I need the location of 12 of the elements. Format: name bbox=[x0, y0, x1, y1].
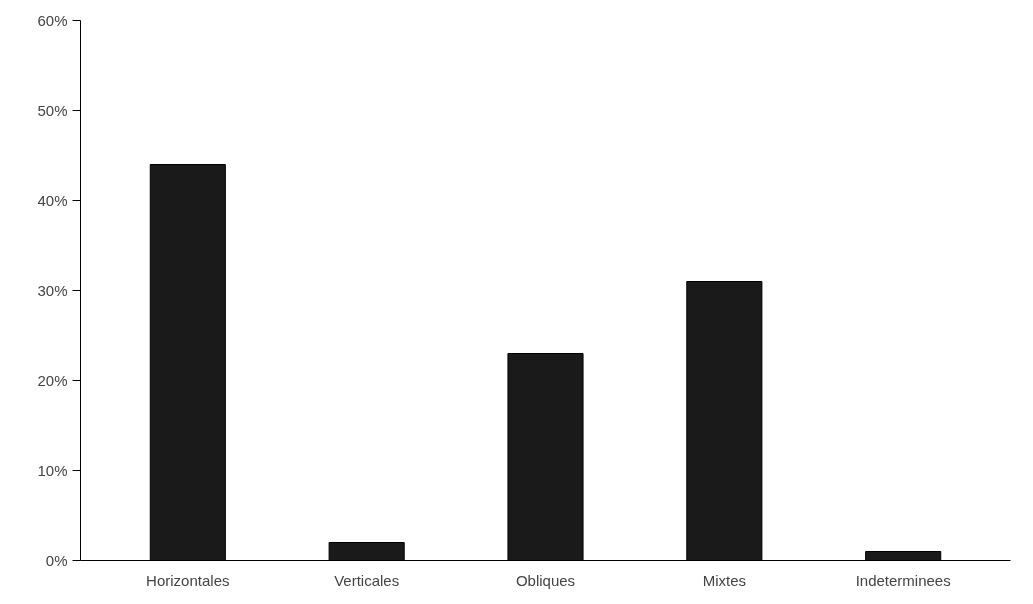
x-tick-label: Indeterminees bbox=[855, 571, 951, 589]
y-tick-label: 40% bbox=[37, 192, 68, 209]
x-tick-label: Verticales bbox=[334, 571, 400, 589]
x-tick-label: Horizontales bbox=[146, 571, 230, 589]
x-tick-label: Mixtes bbox=[702, 571, 747, 589]
y-tick-label: 50% bbox=[37, 102, 68, 119]
y-tick-label: 60% bbox=[37, 12, 68, 29]
x-tick-label: Obliques bbox=[515, 571, 576, 589]
y-tick-label: 10% bbox=[37, 462, 68, 479]
y-tick-label: 30% bbox=[37, 282, 68, 299]
y-tick-label: 20% bbox=[37, 372, 68, 389]
y-tick-label: 0% bbox=[45, 552, 68, 569]
